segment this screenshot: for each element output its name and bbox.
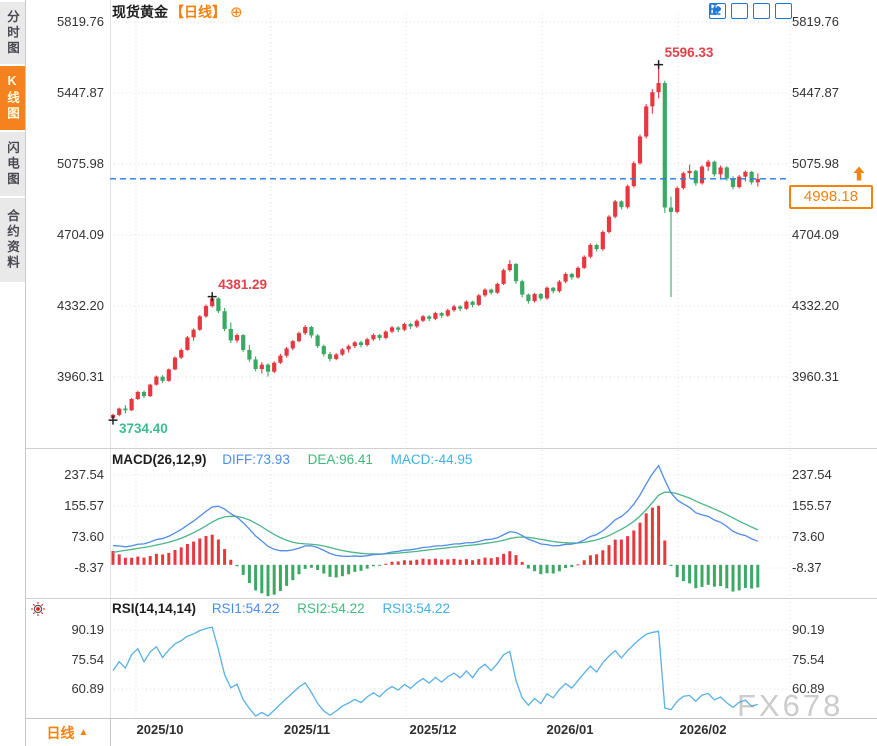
period-selector[interactable]: 日线 ▲	[25, 719, 111, 746]
rsi-header: RSI(14,14,14) RSI1:54.22 RSI2:54.22 RSI3…	[112, 601, 450, 616]
macd-bar-value: MACD:-44.95	[390, 452, 473, 467]
macd-axis-label-right: -8.37	[792, 560, 822, 575]
price-axis-label-right: 4332.20	[792, 298, 839, 313]
watermark: FX678	[737, 688, 844, 723]
macd-axis-label-left: 73.60	[71, 529, 104, 544]
macd-header: MACD(26,12,9) DIFF:73.93 DEA:96.41 MACD:…	[112, 452, 472, 467]
sidebar-item-time-chart[interactable]: 分时图	[0, 2, 25, 64]
chart-toolbar	[709, 3, 792, 19]
rsi1-value: RSI1:54.22	[211, 601, 280, 616]
price-annotation: 3734.40	[119, 421, 168, 437]
axis-scale-icon[interactable]	[709, 3, 748, 19]
macd-axis-label-right: 155.57	[792, 498, 832, 513]
macd-diff-value: DIFF:73.93	[222, 452, 290, 467]
price-axis-label-right: 5075.98	[792, 156, 839, 171]
rsi-axis-label-left: 90.19	[71, 622, 104, 637]
price-axis-label-right: 5819.76	[792, 14, 839, 29]
bottom-axis-bar: 日线 ▲	[25, 718, 877, 746]
x-axis-label: 2025/10	[136, 722, 184, 737]
rsi3-value: RSI3:54.22	[382, 601, 450, 616]
macd-axis-label-right: 73.60	[792, 529, 825, 544]
rsi-axis-label-right: 60.89	[792, 681, 825, 696]
macd-axis-label-left: 237.54	[64, 467, 104, 482]
macd-axis-label-left: 155.57	[64, 498, 104, 513]
rsi-axis-label-right: 90.19	[792, 622, 825, 637]
rsi2-value: RSI2:54.22	[297, 601, 365, 616]
price-axis-label-left: 4332.20	[57, 298, 104, 313]
sidebar-item-lightning-chart[interactable]: 闪电图	[0, 132, 25, 196]
exit-chart-icon[interactable]	[709, 3, 792, 19]
price-axis-label-left: 5075.98	[57, 156, 104, 171]
rsi-axis-label-left: 60.89	[71, 681, 104, 696]
x-axis-label: 2026/02	[679, 722, 727, 737]
price-axis-label-right: 4704.09	[792, 227, 839, 242]
sidebar: 分时图 K线图 闪电图 合约资料	[0, 0, 26, 746]
x-axis-label: 2026/01	[546, 722, 594, 737]
axis-playback-icon[interactable]	[709, 3, 770, 19]
price-axis-label-left: 3960.31	[57, 369, 104, 384]
last-price-tag: 4998.18	[789, 185, 873, 209]
rsi-axis-label-left: 75.54	[71, 651, 104, 667]
price-annotation: 4381.29	[218, 276, 267, 292]
x-axis-label: 2025/11	[283, 722, 331, 737]
price-axis-label-right: 3960.31	[792, 369, 839, 384]
chart-header: 现货黄金 【日线】 ⊕	[112, 2, 243, 22]
instrument-title: 现货黄金	[112, 4, 168, 20]
add-indicator-icon[interactable]: ⊕	[230, 4, 243, 21]
macd-name-label: MACD(26,12,9)	[112, 452, 207, 467]
period-tag: 【日线】	[170, 4, 226, 20]
rsi-name-label: RSI(14,14,14)	[112, 601, 197, 616]
price-axis-label-left: 4704.09	[57, 227, 104, 242]
macd-axis-label-right: 237.54	[792, 467, 832, 482]
price-axis-label-right: 5447.87	[792, 85, 839, 100]
period-selector-label: 日线	[46, 724, 75, 741]
sidebar-item-contract-info[interactable]: 合约资料	[0, 198, 25, 282]
rsi-axis-label-right: 75.54	[792, 651, 825, 667]
macd-axis-label-left: -8.37	[74, 560, 104, 575]
x-axis-label: 2025/12	[409, 722, 457, 737]
price-annotation: 5596.33	[664, 44, 714, 60]
sidebar-item-kline-chart[interactable]: K线图	[0, 66, 25, 130]
price-axis-label-left: 5447.87	[57, 85, 104, 100]
macd-dea-value: DEA:96.41	[307, 452, 373, 467]
period-caret-icon: ▲	[78, 727, 89, 738]
price-axis-label-left: 5819.76	[57, 14, 104, 29]
